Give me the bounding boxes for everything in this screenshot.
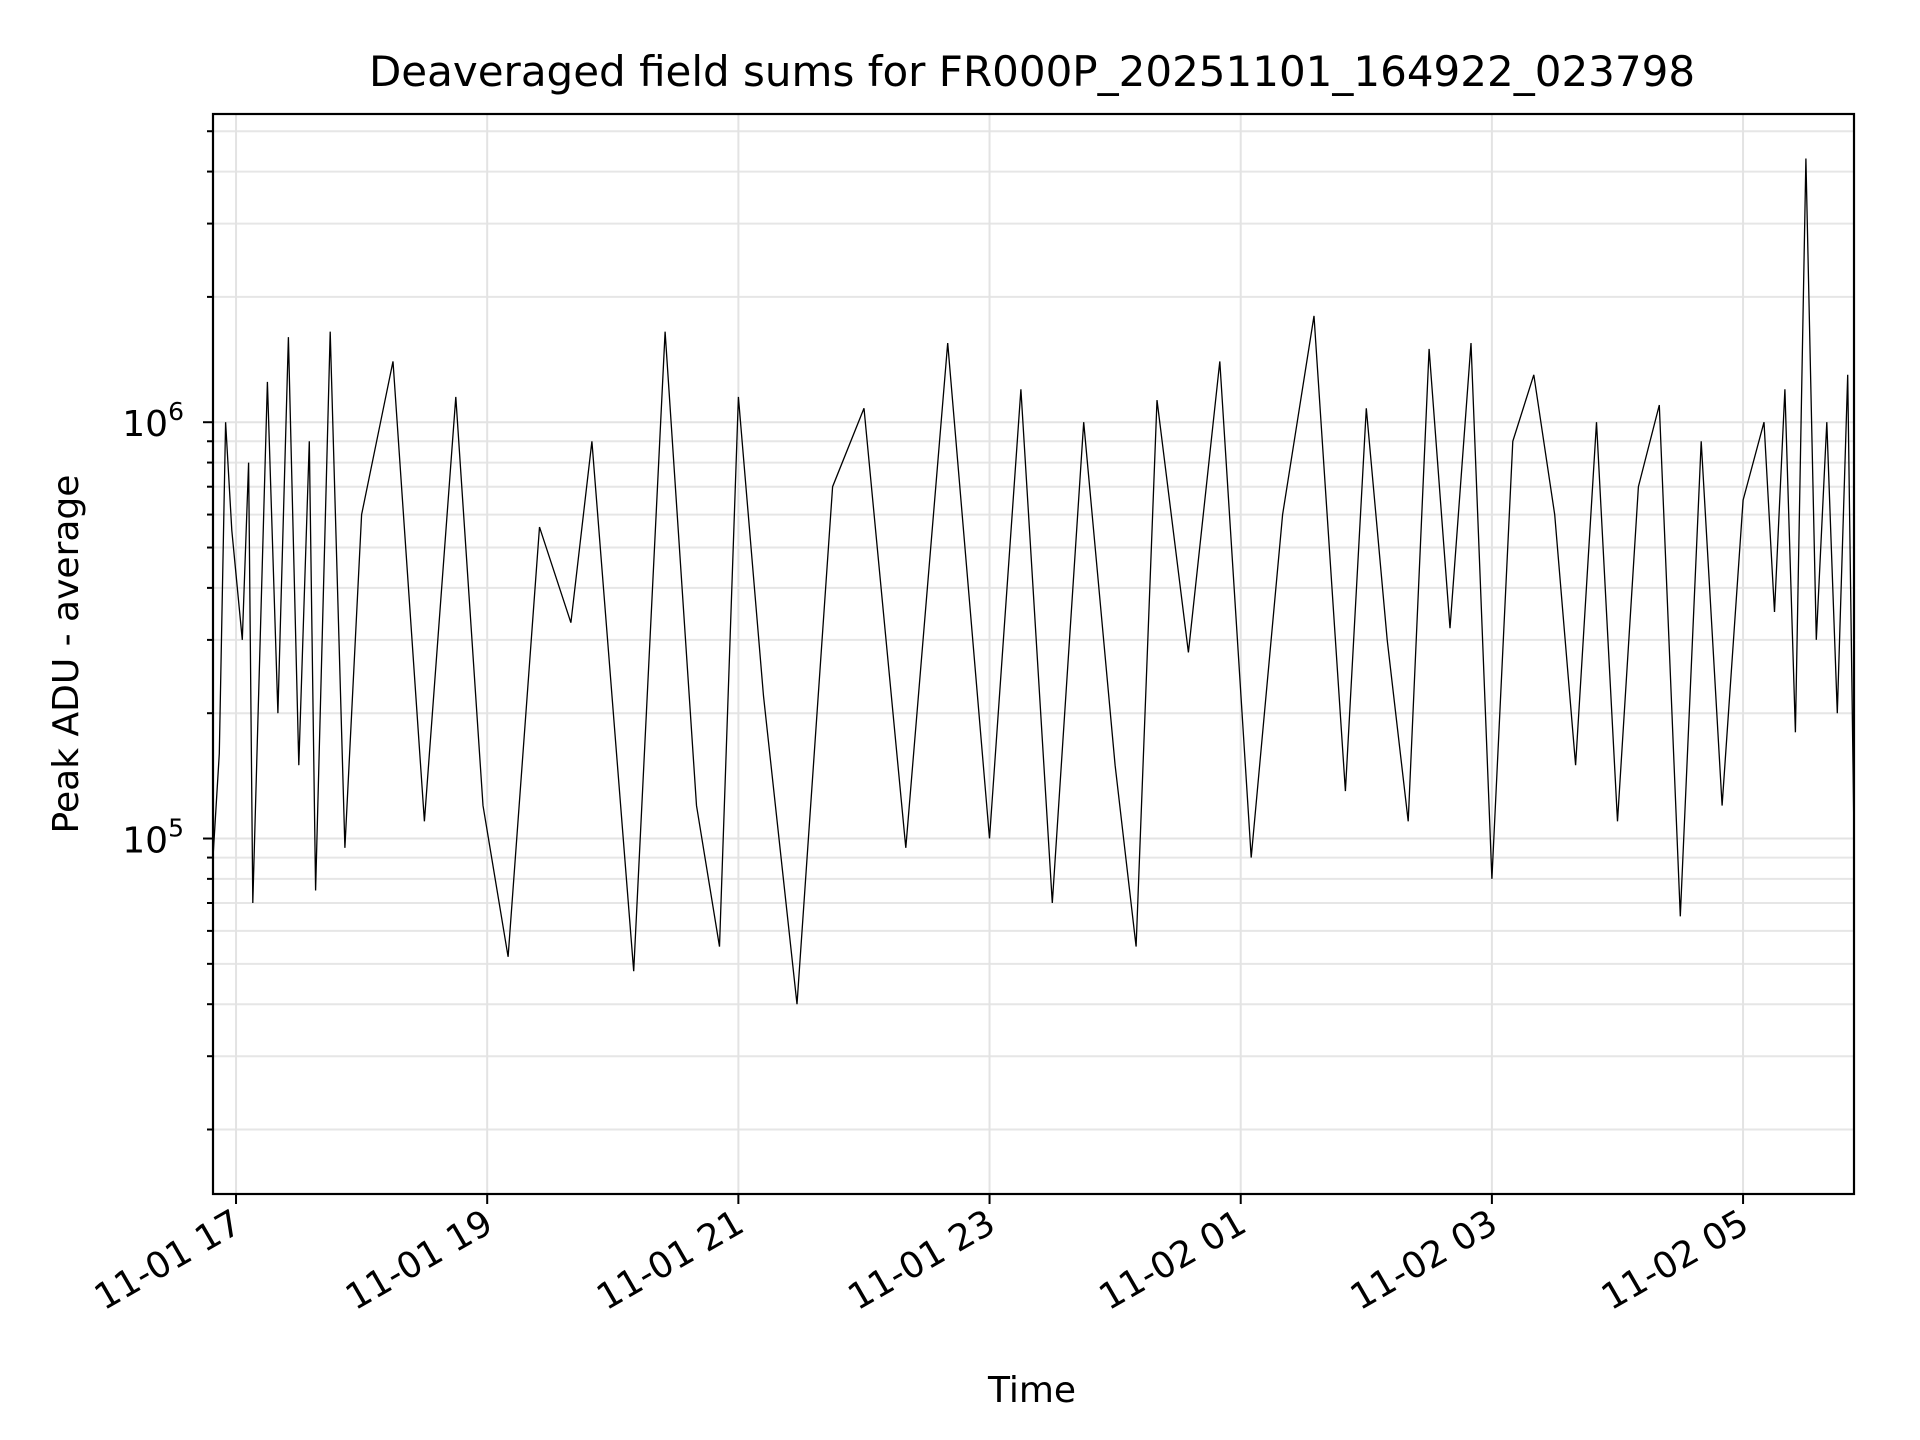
chart-title: Deaveraged field sums for FR000P_2025110… — [369, 47, 1695, 96]
y-axis-label: Peak ADU - average — [46, 475, 87, 834]
x-axis-label: Time — [987, 1370, 1076, 1411]
